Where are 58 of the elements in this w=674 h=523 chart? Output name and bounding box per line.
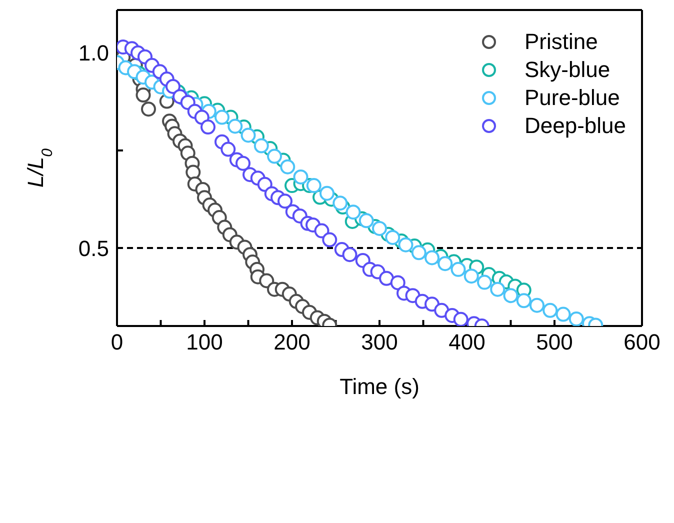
y-tick-label: 1.0 [78,40,109,66]
point [453,312,468,326]
point [254,138,269,154]
point [490,282,506,297]
legend-label: Pure-blue [524,85,620,111]
point [385,230,400,245]
x-tick-label: 200 [274,330,310,355]
point [280,159,296,174]
point [424,250,440,266]
point [556,306,571,322]
point [200,120,216,135]
point [141,102,156,117]
y-tick-label: 0.5 [78,236,109,261]
x-tick-label: 500 [536,330,573,355]
x-tick-label: 300 [361,330,398,355]
point [320,186,334,201]
point [322,232,338,248]
point [278,194,292,209]
point [257,176,272,192]
point [306,178,322,194]
point [293,169,308,184]
point [379,270,394,286]
point [503,288,518,304]
point [220,142,236,157]
point [464,268,479,284]
point [434,302,450,318]
x-axis-title: Time (s) [340,374,420,399]
point [542,302,558,318]
point [314,223,330,238]
point [438,256,453,272]
x-tick-label: 100 [186,330,223,355]
point [236,156,250,171]
point [186,164,201,180]
point [136,88,151,103]
point [450,262,466,277]
point [477,274,492,290]
point [240,128,256,143]
point [228,118,243,134]
legend-label: Pristine [524,29,598,55]
x-tick-label: 0 [110,330,124,355]
point [346,204,361,220]
point [530,298,544,313]
point [358,213,374,228]
point [166,78,180,94]
legend-label: Sky-blue [524,57,610,83]
point [342,247,358,262]
x-tick-label: 400 [448,330,486,355]
point [411,245,426,260]
point [332,196,348,211]
point [267,148,282,164]
point [398,237,414,252]
point [372,220,387,236]
point [390,275,406,290]
point [214,110,230,125]
point [568,311,584,326]
legend-label: Deep-blue [524,113,626,139]
x-tick-label: 600 [624,330,660,355]
point [516,293,532,308]
